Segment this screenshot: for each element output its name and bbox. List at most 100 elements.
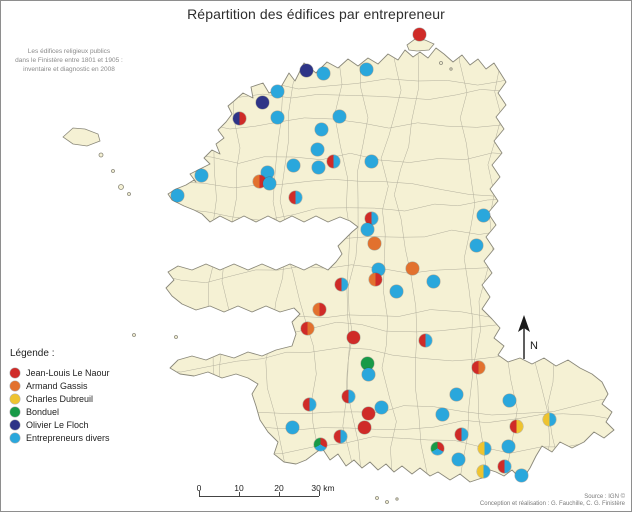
building-marker xyxy=(332,109,346,123)
building-marker xyxy=(364,154,378,168)
legend-item-floch: Olivier Le Floch xyxy=(10,418,110,431)
commune-boundary-line xyxy=(474,48,502,475)
divers-color-swatch xyxy=(10,432,20,443)
credits-authors: Conception et réalisation : G. Fauchille… xyxy=(479,501,625,507)
building-marker xyxy=(285,420,299,434)
building-marker xyxy=(501,439,515,453)
building-marker xyxy=(360,356,374,370)
building-marker xyxy=(300,321,314,335)
building-marker xyxy=(359,62,373,76)
island-ouessant xyxy=(62,127,101,147)
subtitle-line: dans le Finistère entre 1801 et 1905 : xyxy=(15,57,123,64)
building-marker xyxy=(449,387,463,401)
building-marker xyxy=(374,400,388,414)
legend-label: Charles Dubreuil xyxy=(26,393,94,404)
scale-label: 0 xyxy=(196,483,202,493)
building-marker xyxy=(476,208,490,222)
building-marker xyxy=(170,188,184,202)
building-marker xyxy=(371,262,385,276)
building-marker xyxy=(389,284,403,298)
islands xyxy=(62,38,453,504)
building-marker xyxy=(346,330,360,344)
legend: Légende : Jean-Louis Le Naour Armand Gass… xyxy=(10,348,110,444)
credits-source: Source : IGN © xyxy=(584,494,625,500)
building-marker xyxy=(255,95,269,109)
building-marker xyxy=(316,66,330,80)
commune-boundary-line xyxy=(332,48,357,482)
scale-label: 10 xyxy=(234,483,244,493)
building-marker xyxy=(509,419,523,433)
building-marker xyxy=(497,459,511,473)
scale-bar: 0 10 20 30 km xyxy=(193,483,335,503)
building-marker xyxy=(260,165,274,179)
building-marker xyxy=(514,468,528,482)
building-marker xyxy=(361,367,375,381)
legend-item-dubreuil: Charles Dubreuil xyxy=(10,392,110,405)
building-marker xyxy=(288,190,302,204)
building-marker xyxy=(471,360,485,374)
floch-color-swatch xyxy=(10,419,20,430)
commune-boundary-line xyxy=(380,48,402,473)
building-marker xyxy=(368,272,382,286)
building-marker xyxy=(286,158,300,172)
legend-item-bonduel: Bonduel xyxy=(10,405,110,418)
building-marker xyxy=(357,420,371,434)
building-marker xyxy=(314,122,328,136)
credits: Source : IGN © Conception et réalisation… xyxy=(480,494,625,508)
legend-title: Légende : xyxy=(10,348,55,359)
building-marker xyxy=(299,63,313,77)
subtitle-line: Les édifices religieux publics xyxy=(27,48,111,55)
building-marker xyxy=(302,397,316,411)
building-marker xyxy=(313,437,327,451)
building-marker xyxy=(430,441,444,455)
building-marker xyxy=(334,277,348,291)
building-marker xyxy=(542,412,556,426)
building-marker xyxy=(469,238,483,252)
scale-bar-tick xyxy=(199,491,200,496)
building-marker xyxy=(435,407,449,421)
building-marker xyxy=(312,302,326,316)
scale-label: 30 km xyxy=(311,483,335,493)
legend-label: Olivier Le Floch xyxy=(26,419,89,430)
building-marker xyxy=(476,464,490,478)
north-arrow: N xyxy=(518,315,538,359)
building-marker xyxy=(326,154,340,168)
building-marker xyxy=(361,406,375,420)
scale-bar-tick xyxy=(319,491,320,496)
legend-items: Jean-Louis Le Naour Armand Gassis Charles … xyxy=(10,366,110,444)
building-marker xyxy=(426,274,440,288)
building-marker xyxy=(310,142,324,156)
building-marker xyxy=(477,441,491,455)
building-marker xyxy=(502,393,516,407)
dubreuil-color-swatch xyxy=(10,393,20,404)
legend-label: Jean-Louis Le Naour xyxy=(26,367,110,378)
building-marker xyxy=(451,452,465,466)
building-marker xyxy=(270,84,284,98)
legend-item-naour: Jean-Louis Le Naour xyxy=(10,366,110,379)
commune-boundary-line xyxy=(394,48,428,474)
map-subtitle: Les édifices religieux publics dans le F… xyxy=(3,47,135,74)
scale-bar-tick xyxy=(279,492,280,496)
north-arrow-label: N xyxy=(530,340,538,352)
building-marker xyxy=(364,211,378,225)
naour-color-swatch xyxy=(10,367,20,378)
building-marker xyxy=(412,27,426,41)
building-marker xyxy=(360,222,374,236)
building-marker xyxy=(194,168,208,182)
finistere-landmass xyxy=(165,47,615,483)
building-marker xyxy=(418,333,432,347)
legend-label: Entrepreneurs divers xyxy=(26,432,110,443)
legend-item-divers: Entrepreneurs divers xyxy=(10,431,110,444)
building-marker xyxy=(311,160,325,174)
building-marker xyxy=(270,110,284,124)
north-arrow-head xyxy=(518,315,530,332)
subtitle-line: inventaire et diagnostic en 2008 xyxy=(23,66,115,73)
building-marker xyxy=(252,174,266,188)
building-marker xyxy=(232,111,246,125)
commune-boundary-line xyxy=(458,48,476,482)
page-title: Répartition des édifices par entrepreneu… xyxy=(187,6,445,22)
building-marker xyxy=(333,429,347,443)
